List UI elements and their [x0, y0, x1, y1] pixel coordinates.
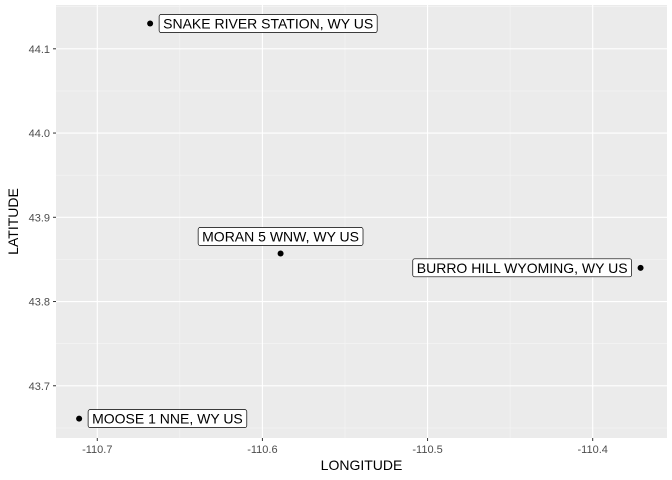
- y-axis: 43.7 43.8 43.9 44.0 44.1: [29, 44, 56, 393]
- data-point: [147, 20, 154, 27]
- data-point: [277, 250, 284, 257]
- x-tick-label: -110.6: [247, 444, 277, 456]
- major-gridlines: [56, 5, 667, 438]
- y-tick-label: 43.9: [29, 212, 50, 224]
- y-tick-label: 44.1: [29, 44, 50, 56]
- x-axis: -110.7 -110.6 -110.5 -110.4: [82, 438, 608, 456]
- data-points: [76, 20, 644, 422]
- point-label-box: [197, 227, 364, 246]
- data-point: [637, 264, 644, 271]
- point-label-text: SNAKE RIVER STATION, WY US: [163, 16, 373, 32]
- x-tick-label: -110.5: [412, 444, 442, 456]
- point-label: MORAN 5 WNW, WY US: [197, 227, 364, 246]
- point-labels: SNAKE RIVER STATION, WY US MORAN 5 WNW, W…: [87, 14, 632, 428]
- plot-panel: [56, 5, 667, 438]
- point-label-text: MOOSE 1 NNE, WY US: [92, 411, 243, 427]
- point-label: MOOSE 1 NNE, WY US: [87, 409, 248, 428]
- y-tick-label: 44.0: [29, 128, 50, 140]
- y-tick-label: 43.7: [29, 381, 50, 393]
- point-label-text: BURRO HILL WYOMING, WY US: [417, 260, 628, 276]
- data-point: [76, 415, 83, 422]
- point-label-box: [87, 409, 248, 428]
- y-axis-title: LATITUDE: [5, 188, 21, 255]
- point-label-text: MORAN 5 WNW, WY US: [202, 229, 359, 245]
- y-tick-label: 43.8: [29, 297, 50, 309]
- x-axis-title: LONGITUDE: [321, 457, 403, 473]
- point-label-box: [412, 258, 632, 278]
- point-label: SNAKE RIVER STATION, WY US: [158, 14, 378, 33]
- point-label-box: [158, 14, 378, 33]
- point-label: BURRO HILL WYOMING, WY US: [412, 258, 632, 278]
- x-tick-label: -110.4: [578, 444, 608, 456]
- x-tick-label: -110.7: [82, 444, 112, 456]
